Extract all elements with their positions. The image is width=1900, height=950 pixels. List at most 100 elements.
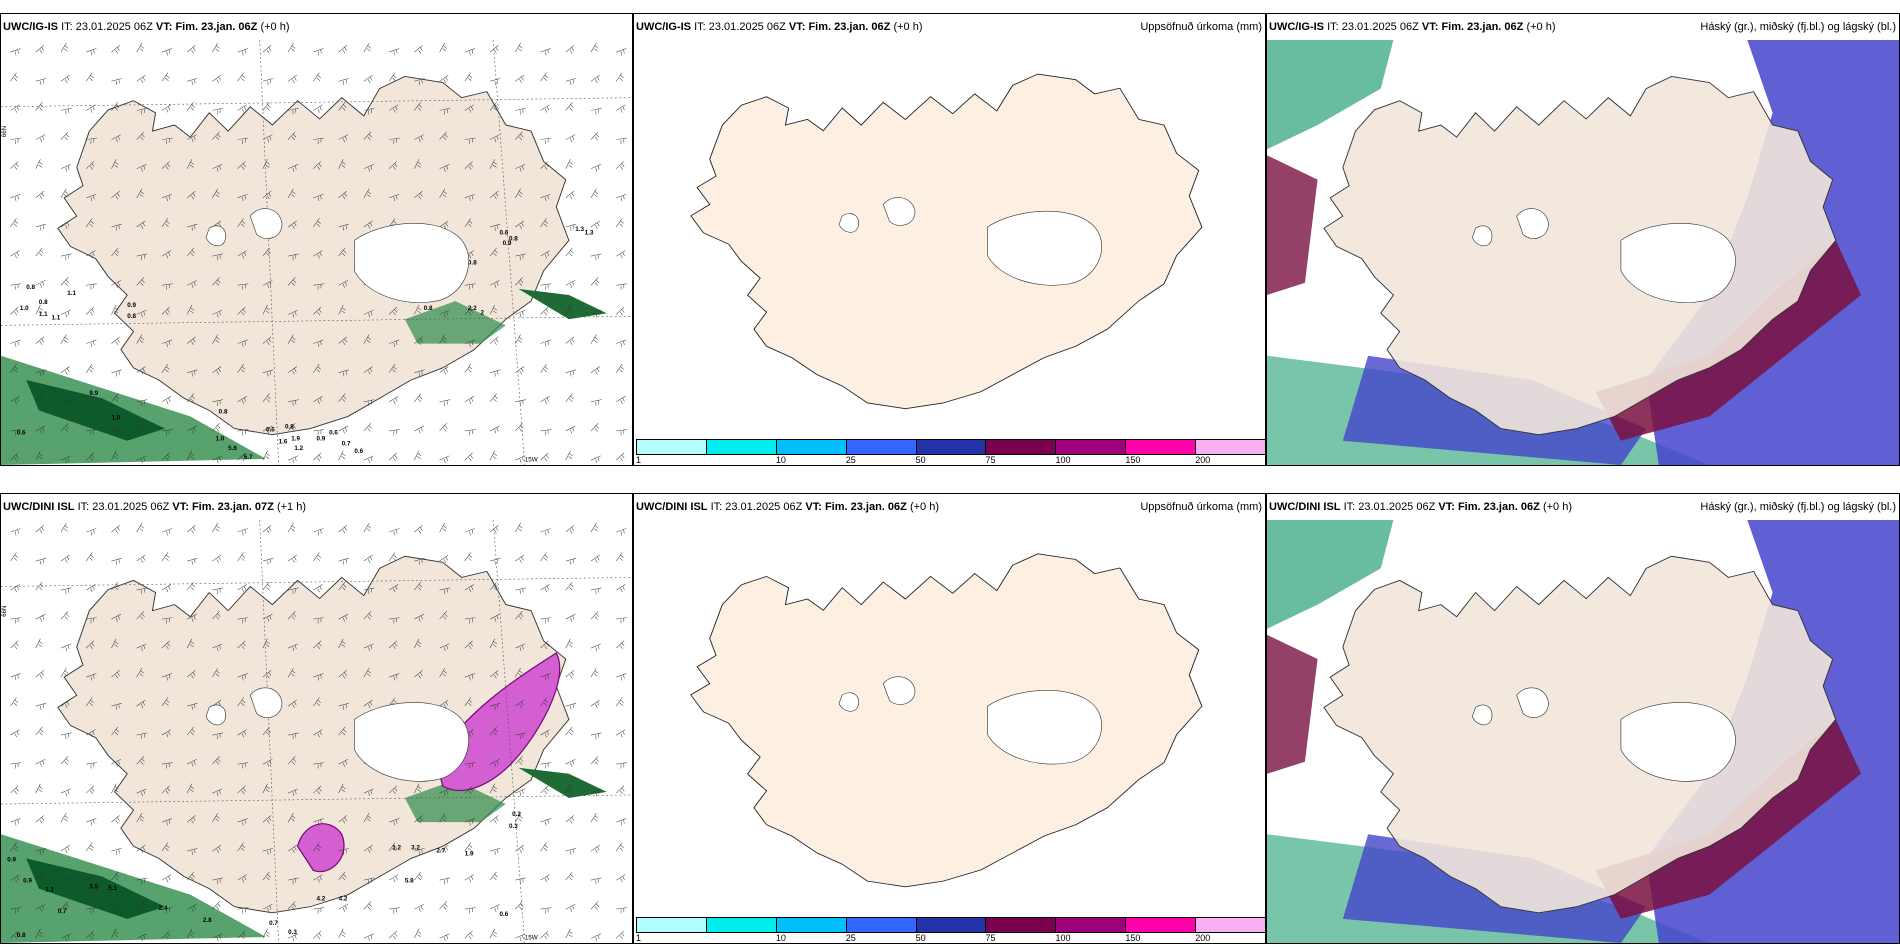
colorbar-swatch (636, 917, 707, 933)
map-area (634, 40, 1265, 437)
precip-area (26, 858, 166, 919)
colorbar-tick: 1 (636, 933, 642, 943)
init-time: 23.01.2025 06Z (1358, 501, 1436, 513)
map-panel-2: UWC/IG-IS IT: 23.01.2025 06Z VT: Fim. 23… (633, 13, 1266, 466)
map-panel-5: UWC/DINI ISL IT: 23.01.2025 06Z VT: Fim.… (633, 493, 1266, 944)
precip-value-label: 0.9 (23, 878, 32, 885)
heavy-precip-area (435, 652, 561, 792)
init-time: 23.01.2025 06Z (708, 21, 786, 33)
lead-time: (+0 h) (1542, 501, 1572, 513)
colorbar-swatch (985, 917, 1057, 933)
field-description: Háský (gr.), miðský (fj.bl.) og lágský (… (1700, 501, 1896, 513)
high-cloud-area (1267, 40, 1394, 150)
it-label: IT: (61, 21, 73, 33)
precip-value-label: 0.6 (266, 427, 275, 434)
iceland-landmass (1323, 555, 1837, 914)
glacier (838, 692, 859, 712)
iceland-landmass (57, 75, 570, 436)
model-name: UWC/DINI ISL (3, 501, 75, 513)
map-canvas (1267, 520, 1899, 943)
colorbar-tick: 150 (1125, 933, 1141, 943)
glacier (249, 687, 283, 718)
panel-title: UWC/DINI ISL IT: 23.01.2025 06Z VT: Fim.… (1269, 494, 1572, 520)
precip-value-label: 5.6 (228, 445, 237, 452)
field-description: Uppsöfnuð úrkoma (mm) (1140, 501, 1262, 513)
lead-time: (+0 h) (260, 21, 290, 33)
colorbar-tick: 75 (985, 455, 996, 465)
panel-title: UWC/DINI ISL IT: 23.01.2025 06Z VT: Fim.… (3, 494, 306, 520)
precip-value-label: 5.8 (405, 878, 414, 885)
model-name: UWC/IG-IS (636, 21, 691, 33)
colorbar-swatch (1055, 439, 1127, 455)
colorbar-tick: 10 (775, 455, 786, 465)
panel-header: UWC/DINI ISL IT: 23.01.2025 06Z VT: Fim.… (634, 494, 1265, 520)
latitude-line (1, 577, 632, 587)
panel-title: UWC/DINI ISL IT: 23.01.2025 06Z VT: Fim.… (636, 494, 939, 520)
lead-time: (+0 h) (893, 21, 923, 33)
high-cloud-area (1267, 520, 1394, 629)
precip-area (404, 779, 506, 823)
precip-value-label: 0.3 (509, 823, 518, 830)
precip-value-label: 0.8 (17, 932, 26, 939)
map-canvas: 66N 15W 0.9 0.9 1.1 3.5 5.1 0.7 2.4 2.8 0.8 0.7 0.3 4… (1, 520, 632, 943)
precip-value-label: 1.2 (294, 445, 303, 452)
iceland-landmass (1323, 75, 1837, 436)
map-canvas (690, 553, 1203, 888)
precip-value-label: 1.9 (291, 436, 300, 443)
panel-header: UWC/DINI ISL IT: 23.01.2025 06Z VT: Fim.… (1, 494, 632, 520)
precip-colorbar: 110255075100150200400 (634, 915, 1265, 943)
panel-title: UWC/IG-IS IT: 23.01.2025 06Z VT: Fim. 23… (636, 14, 922, 40)
precip-value-label: 1.1 (39, 311, 48, 318)
map-panel-3: UWC/IG-IS IT: 23.01.2025 06Z VT: Fim. 23… (1266, 13, 1900, 466)
map-area: 66N15W0.60.80.90.81.31.30.61.00.82.220.8… (1, 40, 632, 465)
longitude-label: 15W (525, 456, 538, 463)
precip-value-label: 0.8 (219, 408, 228, 415)
iceland-landmass (690, 73, 1203, 410)
precip-area (26, 380, 166, 441)
colorbar-tick: 25 (845, 455, 856, 465)
precip-value-label: 0.3 (288, 929, 297, 936)
colorbar-tick: 1 (636, 455, 642, 465)
precip-value-label: 0.6 (17, 430, 26, 437)
map-area (634, 520, 1265, 915)
precip-value-label: 0.8 (39, 299, 48, 306)
colorbar-swatch (1195, 917, 1265, 933)
colorbar-swatch (775, 917, 847, 933)
precip-value-label: 1.2 (392, 844, 401, 851)
precip-value-label: 2.8 (203, 917, 212, 924)
colorbar-swatch (705, 917, 777, 933)
colorbar-tick: 100 (1055, 455, 1071, 465)
colorbar-swatch (985, 439, 1057, 455)
lead-time: (+0 h) (1526, 21, 1556, 33)
valid-time: Fim. 23.jan. 06Z (824, 501, 907, 513)
map-panel-1: UWC/IG-IS IT: 23.01.2025 06Z VT: Fim. 23… (0, 13, 633, 466)
wind-barbs (10, 522, 627, 942)
it-label: IT: (1343, 501, 1356, 513)
it-label: IT: (77, 501, 90, 513)
field-description: Háský (gr.), miðský (fj.bl.) og lágský (… (1700, 21, 1896, 33)
precip-area (518, 767, 607, 798)
longitude-line (259, 40, 279, 465)
precip-area (1, 834, 267, 943)
map-canvas: 66N15W0.60.80.90.81.31.30.61.00.82.220.8… (1, 40, 632, 465)
colorbar-tick: 50 (915, 455, 926, 465)
panel-header: UWC/IG-IS IT: 23.01.2025 06Z VT: Fim. 23… (634, 14, 1265, 40)
vt-label: VT: (788, 21, 806, 33)
colorbar-swatch (1055, 917, 1127, 933)
map-canvas (1267, 40, 1899, 465)
precip-value-label: 0.9 (7, 857, 16, 864)
glacier (354, 702, 470, 782)
vt-label: VT: (155, 21, 173, 33)
colorbar-tick: 75 (985, 933, 996, 943)
colorbar-tick: 100 (1055, 933, 1071, 943)
colorbar-swatch (705, 439, 777, 455)
iceland-landmass (690, 553, 1203, 888)
panel-header: UWC/DINI ISL IT: 23.01.2025 06Z VT: Fim.… (1267, 494, 1899, 520)
colorbar-tick: 150 (1125, 455, 1141, 465)
glacier (354, 223, 470, 303)
glacier (882, 197, 916, 226)
precip-value-label: 0.7 (269, 920, 278, 927)
it-label: IT: (694, 21, 706, 33)
colorbar-tick: 25 (845, 933, 856, 943)
precip-value-label: 4.2 (339, 896, 348, 903)
